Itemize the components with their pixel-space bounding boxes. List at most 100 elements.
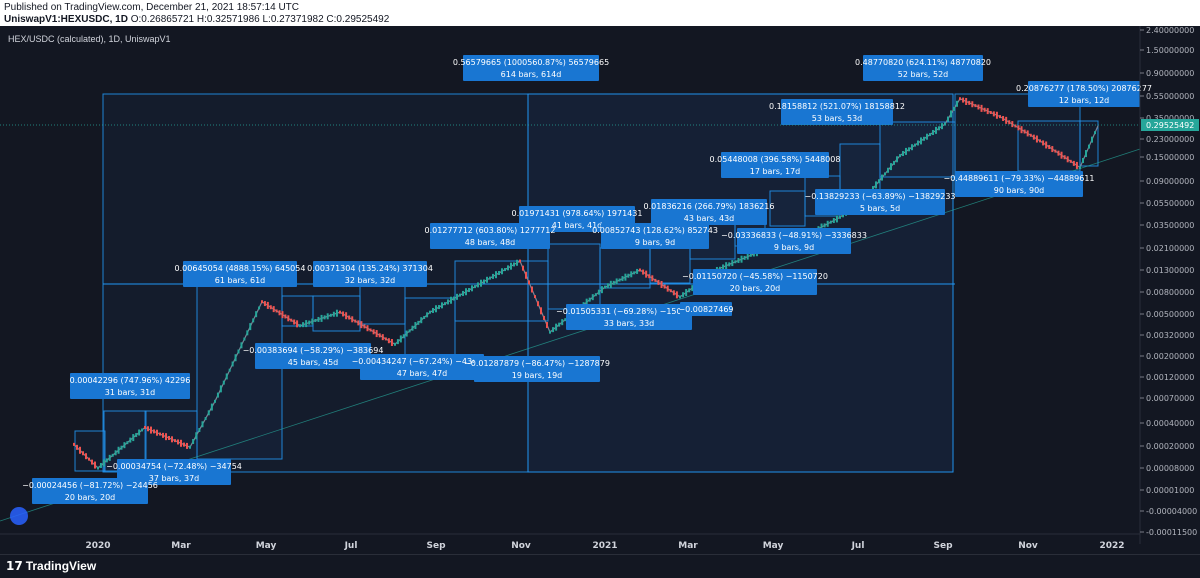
candle	[320, 314, 323, 322]
candle	[284, 314, 287, 319]
candle	[1063, 155, 1066, 160]
candle	[639, 268, 641, 272]
candle	[1079, 165, 1081, 169]
candle	[627, 273, 630, 278]
candle	[1085, 150, 1087, 158]
candle	[108, 454, 111, 461]
measure-label-bars: 9 bars, 9d	[774, 243, 814, 252]
candle	[299, 324, 301, 328]
candle	[114, 450, 117, 456]
measure-label-value: −0.00827469	[678, 305, 733, 314]
candle	[992, 111, 995, 117]
publish-header: Published on TradingView.com, December 2…	[0, 0, 1200, 26]
candle	[728, 262, 731, 267]
candle	[1045, 141, 1048, 149]
tradingview-logo[interactable]: 17 TradingView	[6, 559, 96, 573]
measure-label-bg	[721, 152, 829, 178]
measure-label-value: 0.00042296 (747.96%) 42296	[70, 376, 191, 385]
y-tick-label: 0.00120000	[1146, 373, 1194, 382]
candle	[923, 136, 925, 141]
candle	[387, 338, 390, 344]
price-chart[interactable]: 0.56579665 (1000560.87%) 56579665 614 bar…	[0, 26, 1200, 554]
y-tick-label: -0.00004000	[1146, 507, 1197, 516]
measure-label-value: −0.13829233 (−63.89%) −13829233	[804, 192, 955, 201]
candle	[1011, 121, 1014, 128]
candle	[438, 305, 440, 310]
candle	[597, 289, 600, 295]
measure-label-bars: 5 bars, 5d	[860, 204, 900, 213]
candle	[375, 330, 378, 338]
y-tick-label: 0.00800000	[1146, 288, 1194, 297]
candle	[105, 458, 108, 463]
published-text: Published on TradingView.com, December 2…	[4, 2, 299, 13]
measure-label-value: 0.00852743 (128.62%) 852743	[592, 226, 718, 235]
candle	[935, 126, 937, 134]
candle	[429, 310, 431, 314]
measure-label-bars: 43 bars, 43d	[684, 214, 735, 223]
measure-label-bars: 9 bars, 9d	[635, 238, 675, 247]
measure-label-bg	[474, 356, 600, 382]
ohlc-text: O:0.26865721 H:0.32571986 L:0.27371982 C…	[130, 14, 390, 25]
candle	[234, 354, 237, 362]
measure-label-bars: 32 bars, 32d	[345, 276, 396, 285]
measure-box	[196, 283, 283, 460]
measure-label-bg	[255, 343, 371, 369]
measure-label-bars: 37 bars, 37d	[149, 474, 200, 483]
measure-label-bg	[737, 228, 851, 254]
measure-label-bg	[566, 304, 692, 330]
candle	[654, 278, 657, 282]
measure-label-bars: 45 bars, 45d	[288, 358, 339, 367]
x-tick-label: 2022	[1099, 541, 1124, 551]
measure-label-value: 0.56579665 (1000560.87%) 56579665	[453, 58, 609, 67]
candle	[914, 143, 916, 147]
symbol-ohlc: UniswapV1:HEXUSDC, 1D O:0.26865721 H:0.3…	[4, 14, 389, 25]
candle	[552, 327, 555, 333]
candle	[201, 421, 204, 428]
candle	[450, 296, 452, 304]
candle	[971, 101, 974, 108]
candle	[986, 108, 989, 115]
candle	[929, 133, 931, 137]
candle	[192, 438, 195, 444]
measure-label-bg	[693, 269, 817, 295]
candle	[228, 368, 231, 372]
candle	[588, 297, 591, 302]
candle	[902, 151, 904, 157]
measure-label-value: 0.18158812 (521.07%) 18158812	[769, 102, 905, 111]
candle	[94, 461, 96, 469]
candle	[144, 425, 146, 429]
candle	[516, 259, 518, 266]
candle	[682, 292, 685, 298]
candle	[255, 311, 258, 318]
candle	[214, 399, 216, 403]
candle	[591, 294, 594, 301]
candle	[507, 265, 509, 271]
candle	[600, 286, 603, 294]
candle	[411, 325, 414, 331]
candle	[666, 285, 669, 292]
candle	[1088, 144, 1090, 149]
y-tick-label: 1.50000000	[1146, 46, 1194, 55]
candle	[99, 462, 102, 468]
candle	[249, 323, 252, 331]
measure-label-bg	[781, 99, 893, 125]
candle	[820, 223, 823, 231]
candle	[917, 140, 919, 146]
measure-label-value: 0.00371304 (135.24%) 371304	[307, 264, 433, 273]
candle	[378, 333, 381, 338]
candle	[1072, 160, 1075, 166]
candle	[1082, 158, 1084, 164]
measure-label-value: −0.00383694 (−58.29%) −383694	[243, 346, 384, 355]
candle	[1005, 116, 1008, 124]
candle	[965, 97, 968, 105]
candle	[725, 262, 728, 270]
x-tick-label: Jul	[851, 541, 865, 551]
candle	[875, 181, 877, 189]
measure-label-value: −0.44889611 (−79.33%) −44889611	[943, 174, 1094, 183]
measure-label-bg	[680, 302, 732, 316]
y-tick-label: 0.00001000	[1146, 486, 1194, 495]
measure-label-bg	[651, 199, 767, 225]
measure-label-value: −0.03336833 (−48.91%) −3336833	[721, 231, 867, 240]
candle	[525, 271, 527, 279]
candle	[663, 284, 666, 289]
